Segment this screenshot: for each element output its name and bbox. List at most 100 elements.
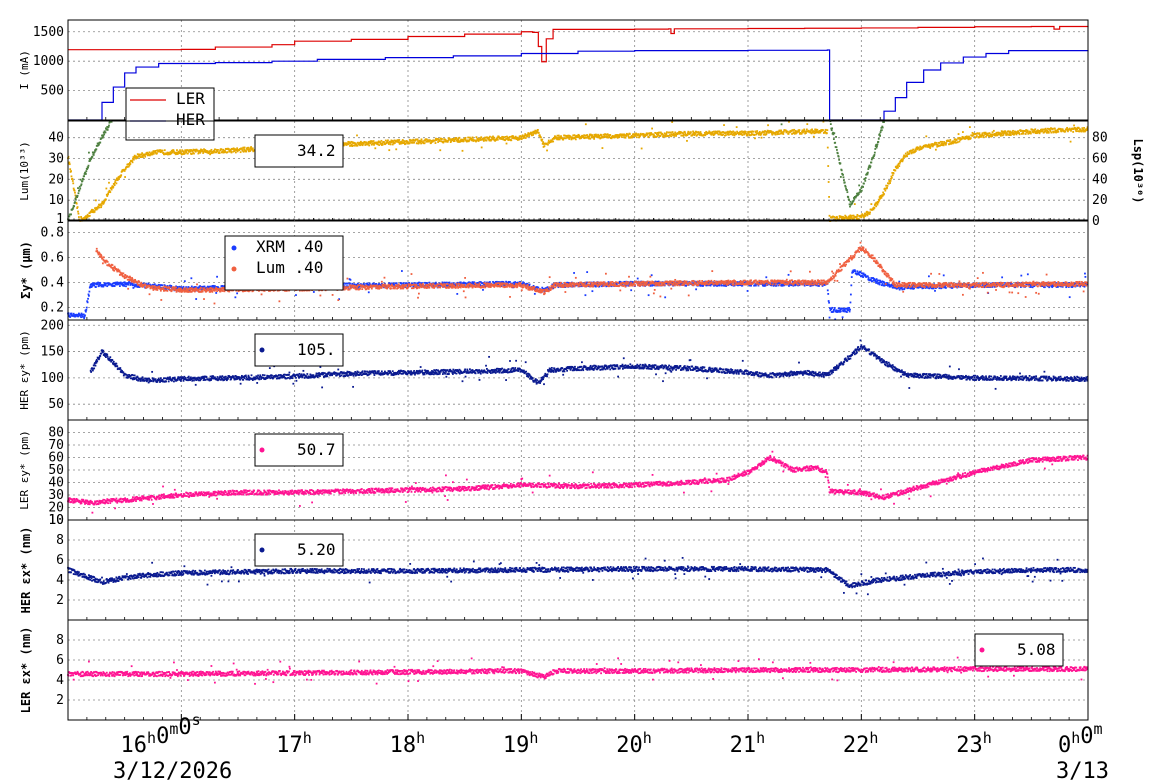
data-point — [557, 137, 559, 139]
data-point — [1064, 130, 1067, 133]
data-point — [242, 146, 245, 149]
data-point — [598, 136, 601, 139]
data-point — [504, 135, 507, 138]
data-point — [708, 131, 711, 134]
data-point — [692, 130, 694, 133]
data-point — [617, 135, 620, 137]
data-point — [138, 154, 141, 157]
data-point — [511, 282, 514, 285]
data-point — [208, 151, 211, 154]
data-point — [497, 283, 500, 286]
data-point — [153, 283, 156, 286]
data-point — [218, 152, 221, 154]
data-point — [615, 135, 618, 138]
data-point — [762, 284, 765, 287]
data-point — [489, 135, 491, 138]
data-point — [695, 134, 698, 137]
data-point — [241, 149, 244, 152]
data-point — [86, 300, 89, 303]
data-point — [875, 143, 878, 146]
data-point — [676, 133, 679, 136]
data-point — [1006, 133, 1009, 135]
data-point — [217, 148, 219, 151]
data-point — [603, 135, 606, 138]
data-point — [578, 137, 581, 140]
data-point — [75, 202, 78, 205]
data-point — [132, 158, 135, 161]
data-point — [244, 149, 247, 152]
data-point — [113, 285, 116, 288]
data-point — [168, 152, 171, 154]
data-point — [150, 152, 153, 155]
data-point — [958, 140, 961, 143]
data-point — [874, 280, 877, 283]
data-point — [1046, 129, 1049, 132]
data-point — [528, 283, 531, 286]
data-point — [840, 169, 843, 172]
data-point — [179, 149, 181, 152]
data-point — [987, 132, 990, 135]
data-point — [862, 272, 865, 275]
data-point — [593, 133, 596, 136]
data-point — [367, 291, 370, 294]
data-point — [815, 284, 818, 287]
data-point — [1029, 132, 1032, 135]
data-point — [849, 200, 852, 203]
data-point — [233, 150, 236, 152]
data-point — [835, 136, 837, 138]
data-point — [101, 136, 104, 139]
data-point — [377, 141, 380, 144]
data-point — [1018, 133, 1021, 136]
data-point — [889, 179, 892, 182]
data-point — [151, 153, 154, 156]
data-point — [490, 138, 493, 141]
data-point — [851, 270, 854, 273]
data-point — [1077, 130, 1079, 133]
data-point — [812, 282, 814, 285]
data-point — [243, 146, 246, 149]
data-point — [657, 132, 660, 135]
data-point — [968, 135, 970, 138]
data-point — [372, 140, 375, 142]
data-point — [587, 137, 590, 140]
data-point — [771, 132, 773, 135]
data-point — [182, 153, 184, 155]
data-point — [934, 287, 937, 290]
data-point — [360, 283, 362, 285]
data-point — [365, 141, 368, 144]
data-point — [214, 148, 217, 151]
data-point — [911, 286, 914, 289]
data-point — [105, 187, 108, 190]
data-point — [929, 145, 932, 148]
data-point — [1031, 128, 1034, 131]
data-point — [879, 131, 882, 134]
data-point — [635, 133, 638, 135]
data-point — [770, 284, 773, 287]
data-point — [371, 140, 374, 143]
data-point — [969, 137, 972, 140]
data-point — [411, 282, 414, 285]
data-point — [85, 170, 88, 172]
data-point — [747, 131, 750, 134]
data-point — [107, 283, 110, 286]
data-point — [235, 148, 238, 151]
data-point — [886, 282, 888, 284]
data-point — [710, 133, 713, 136]
data-point — [188, 150, 191, 153]
data-point — [854, 196, 857, 199]
data-point — [868, 213, 871, 215]
data-point — [845, 187, 847, 190]
data-point — [622, 134, 625, 137]
data-point — [1069, 140, 1072, 143]
data-point — [999, 133, 1001, 136]
data-point — [125, 285, 127, 288]
data-point — [852, 271, 854, 274]
data-point — [370, 141, 372, 144]
data-point — [372, 282, 375, 285]
data-point — [752, 130, 755, 133]
data-point — [106, 195, 109, 197]
data-point — [427, 139, 429, 142]
data-point — [683, 131, 686, 133]
data-point — [395, 282, 398, 285]
data-point — [81, 217, 84, 220]
